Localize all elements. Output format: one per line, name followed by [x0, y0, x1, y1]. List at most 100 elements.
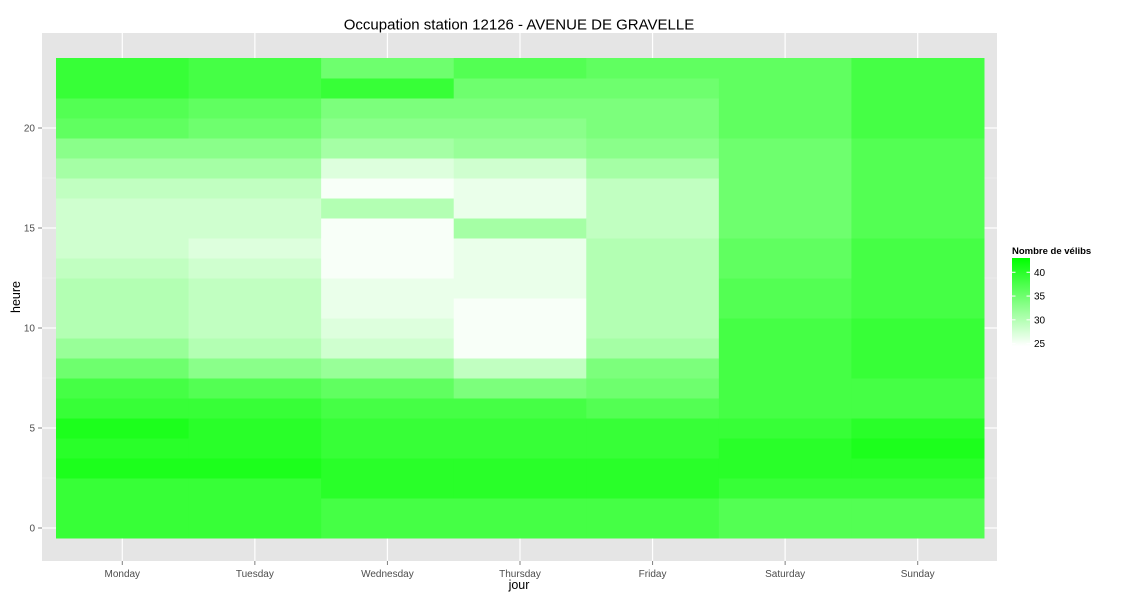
heatmap-cell	[586, 458, 720, 479]
heatmap-cell	[586, 438, 720, 459]
heatmap-cell	[586, 278, 720, 299]
heatmap-cell	[188, 118, 322, 139]
heatmap-cell	[453, 378, 587, 399]
heatmap-cell	[586, 398, 720, 419]
heatmap-cell	[321, 218, 455, 239]
heatmap-cell	[586, 358, 720, 379]
x-tick-label: Sunday	[901, 569, 935, 580]
heatmap-cell	[453, 298, 587, 319]
heatmap-cell	[321, 378, 455, 399]
heatmap-cell	[321, 398, 455, 419]
heatmap-cell	[56, 98, 190, 119]
heatmap-cell	[718, 158, 852, 179]
heatmap-cell	[851, 158, 985, 179]
heatmap-cell	[453, 498, 587, 519]
heatmap-cell	[321, 478, 455, 499]
heatmap-cell	[586, 418, 720, 439]
heatmap-cell	[321, 58, 455, 79]
heatmap-cell	[453, 198, 587, 219]
heatmap-cell	[851, 138, 985, 159]
y-tick-label: 15	[24, 224, 36, 235]
heatmap-cell	[851, 418, 985, 439]
heatmap-cell	[718, 338, 852, 359]
heatmap-cell	[586, 518, 720, 539]
y-axis-title: heure	[9, 281, 23, 313]
heatmap-cell	[188, 178, 322, 199]
heatmap-cell	[56, 158, 190, 179]
legend-colorbar	[1012, 258, 1030, 346]
heatmap-cell	[188, 478, 322, 499]
heatmap-cell	[851, 278, 985, 299]
heatmap-cell	[321, 118, 455, 139]
heatmap-cell	[453, 178, 587, 199]
heatmap-cell	[56, 238, 190, 259]
heatmap-cell	[453, 458, 587, 479]
heatmap-cell	[586, 138, 720, 159]
heatmap-cell	[851, 238, 985, 259]
heatmap-cell	[718, 378, 852, 399]
x-tick-label: Thursday	[499, 569, 541, 580]
heatmap-cell	[188, 338, 322, 359]
heatmap-cell	[453, 478, 587, 499]
legend-tick-label: 30	[1034, 315, 1046, 326]
heatmap-cell	[453, 158, 587, 179]
heatmap-cell	[321, 238, 455, 259]
heatmap-cell	[586, 498, 720, 519]
x-tick-label: Wednesday	[361, 569, 414, 580]
heatmap-cell	[453, 338, 587, 359]
heatmap-cell	[453, 138, 587, 159]
heatmap-cell	[188, 278, 322, 299]
heatmap-cell	[321, 198, 455, 219]
x-axis-title: jour	[508, 578, 530, 592]
y-tick-label: 5	[29, 424, 35, 435]
heatmap-cell	[586, 338, 720, 359]
heatmap-cell	[851, 118, 985, 139]
heatmap-cell	[851, 298, 985, 319]
heatmap-cell	[718, 318, 852, 339]
heatmap-cell	[851, 218, 985, 239]
heatmap-cell	[188, 198, 322, 219]
x-tick-label: Monday	[104, 569, 140, 580]
heatmap-cell	[718, 218, 852, 239]
heatmap-cell	[851, 458, 985, 479]
heatmap-cell	[851, 358, 985, 379]
heatmap-cell	[321, 78, 455, 99]
heatmap-cell	[188, 438, 322, 459]
heatmap-cell	[718, 478, 852, 499]
heatmap-cell	[56, 498, 190, 519]
y-axis: 0 5 10 15 20	[24, 124, 42, 535]
heatmap-cell	[188, 358, 322, 379]
heatmap-cell	[56, 458, 190, 479]
heatmap-cell	[718, 238, 852, 259]
heatmap-cell	[321, 338, 455, 359]
heatmap-cell	[718, 278, 852, 299]
legend-tick-label: 35	[1034, 292, 1046, 303]
heatmap-cell	[453, 418, 587, 439]
heatmap-cell	[586, 98, 720, 119]
heatmap-cell	[718, 178, 852, 199]
heatmap-cell	[453, 58, 587, 79]
heatmap-cell	[188, 158, 322, 179]
legend: Nombre de vélibs 25 30 35 40	[1012, 246, 1091, 350]
x-tick-label: Tuesday	[236, 569, 274, 580]
heatmap-cell	[718, 438, 852, 459]
heatmap-cell	[453, 318, 587, 339]
heatmap-cell	[851, 198, 985, 219]
heatmap-cell	[851, 318, 985, 339]
heatmap-cell	[453, 398, 587, 419]
heatmap-cell	[56, 58, 190, 79]
legend-ticks: 25 30 35 40	[1012, 268, 1046, 350]
heatmap-cell	[586, 258, 720, 279]
heatmap-cell	[188, 418, 322, 439]
heatmap-cell	[586, 58, 720, 79]
heatmap-cell	[718, 398, 852, 419]
heatmap-cell	[851, 58, 985, 79]
heatmap-cell	[56, 418, 190, 439]
heatmap-cell	[56, 398, 190, 419]
heatmap-cell	[321, 158, 455, 179]
heatmap-cell	[718, 518, 852, 539]
heatmap-cell	[321, 458, 455, 479]
heatmap-cell	[586, 218, 720, 239]
legend-tick-label: 40	[1034, 268, 1046, 279]
